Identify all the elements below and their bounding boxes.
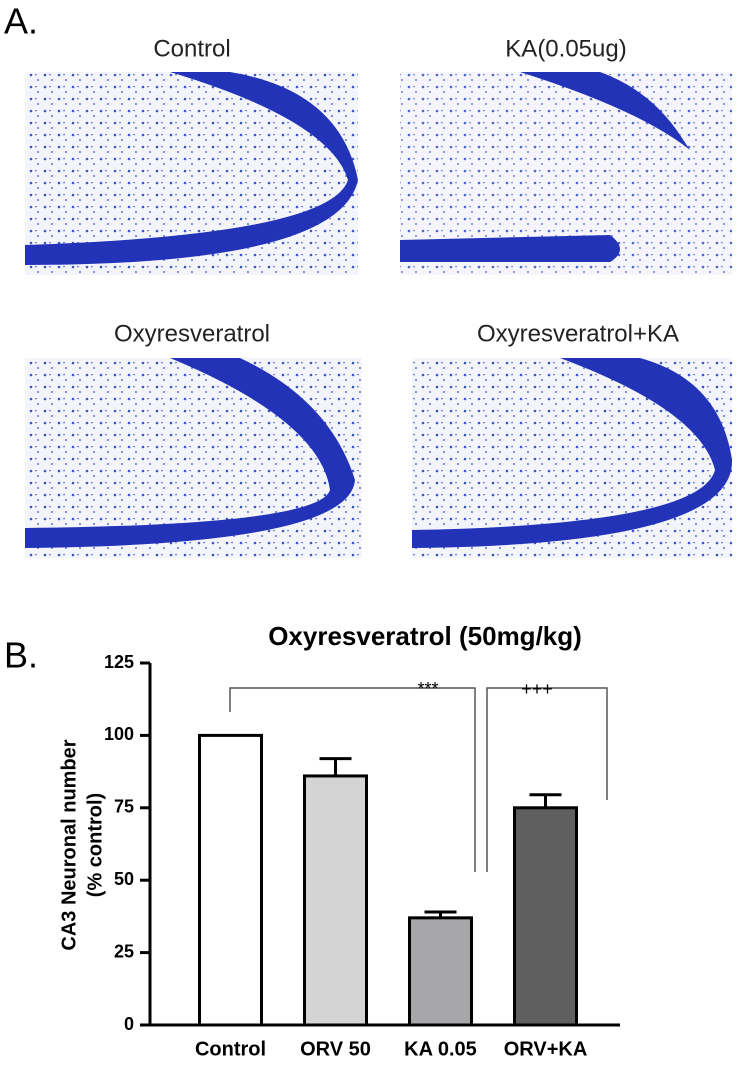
x-tick-label: Control [195,1038,266,1060]
image-caption: KA(0.05ug) [505,35,626,62]
x-tick-label: ORV+KA [504,1038,588,1060]
image-caption: Oxyresveratrol [114,320,270,347]
bar [408,916,473,1027]
image-caption: Oxyresveratrol+KA [477,320,679,347]
image-caption: Control [153,35,230,62]
error-bar [424,910,457,918]
chart-title: Oxyresveratrol (50mg/kg) [268,621,582,651]
x-tick-label: ORV 50 [300,1038,371,1060]
error-bar [319,757,352,776]
bar [513,806,578,1027]
significance-bracket [229,687,608,872]
significance-label: *** [417,679,438,699]
y-tick-label: 50 [114,869,134,889]
error-bar [529,793,562,808]
panel-label: B. [4,635,38,676]
y-tick-label: 0 [124,1014,134,1034]
y-axis-label: CA3 Neuronal number [58,739,80,950]
x-tick-label: KA 0.05 [404,1038,477,1060]
micrograph [412,358,733,558]
bar [303,774,368,1027]
y-tick-label: 75 [114,797,134,817]
panel-label: A. [4,1,38,42]
y-axis-label: (% control) [84,793,106,897]
micrograph [25,358,362,558]
y-tick-label: 25 [114,941,134,961]
y-tick-label: 125 [104,652,134,672]
micrograph [400,72,732,275]
micrograph [25,72,358,275]
significance-label: +++ [521,679,553,699]
bar [198,733,263,1027]
y-tick-label: 100 [104,724,134,744]
